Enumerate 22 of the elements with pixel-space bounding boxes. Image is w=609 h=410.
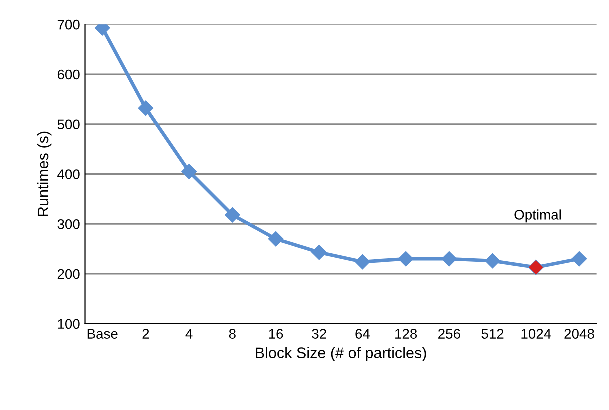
x-tick-label: 512 <box>482 329 504 339</box>
x-tick-label: 1024 <box>522 329 552 339</box>
y-tick-label: 600 <box>58 70 80 80</box>
annotation: Optimal <box>514 210 561 223</box>
y-tick-label: 100 <box>58 319 80 330</box>
y-tick-label: 300 <box>58 219 80 230</box>
x-tick-label: 2048 <box>564 329 594 339</box>
x-axis-title: Block Size (# of particles) <box>256 347 426 362</box>
y-tick-label: 200 <box>58 269 80 280</box>
x-tick-label: 64 <box>356 329 370 339</box>
y-axis-title: Runtimes (s) <box>37 132 52 216</box>
y-tick-label: 500 <box>58 120 80 130</box>
x-tick-label: 32 <box>312 329 326 339</box>
x-tick-label: 128 <box>396 329 418 339</box>
x-tick-label: Base <box>88 329 118 339</box>
y-tick-label: 400 <box>58 170 80 180</box>
y-tick-label: 700 <box>58 20 80 30</box>
x-tick-label: 2 <box>142 329 150 339</box>
x-tick-label: 256 <box>438 329 460 339</box>
x-tick-label: 4 <box>186 329 193 339</box>
x-tick-label: 8 <box>229 329 236 339</box>
x-tick-label: 16 <box>269 329 284 339</box>
